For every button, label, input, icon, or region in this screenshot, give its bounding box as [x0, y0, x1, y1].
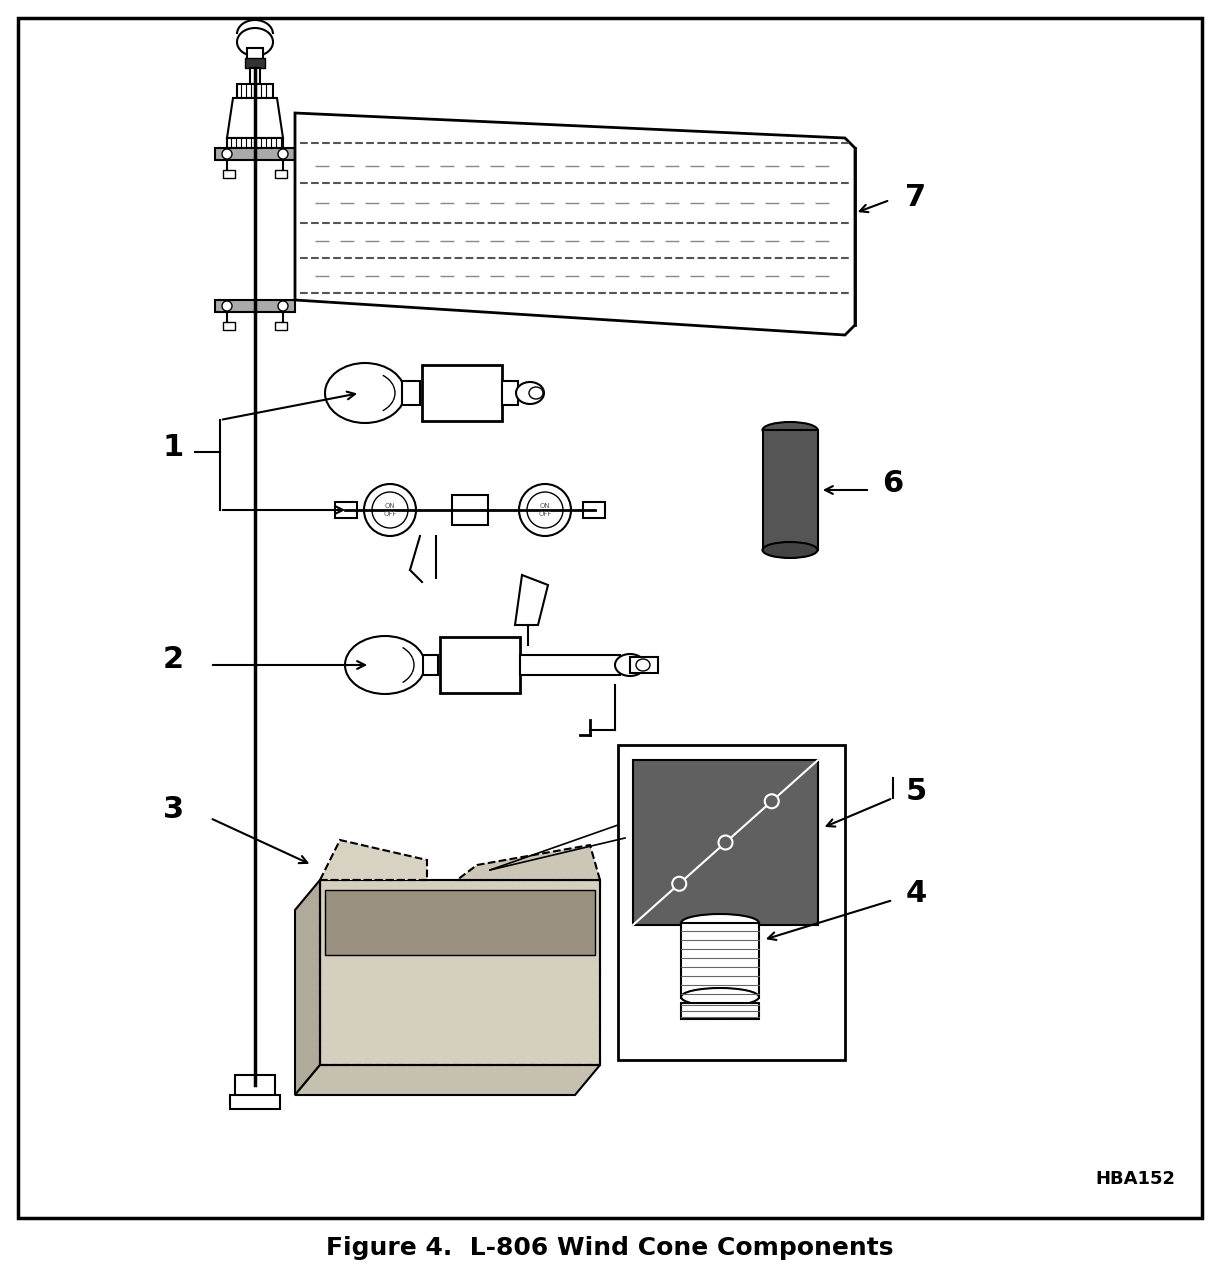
- Ellipse shape: [237, 28, 273, 56]
- Bar: [274, 169, 287, 178]
- Polygon shape: [295, 113, 855, 335]
- Ellipse shape: [762, 541, 817, 558]
- Ellipse shape: [345, 636, 425, 694]
- Text: 1: 1: [163, 432, 184, 461]
- Text: 4: 4: [906, 879, 927, 907]
- Polygon shape: [295, 880, 320, 1094]
- Text: 2: 2: [163, 646, 184, 674]
- Bar: [223, 169, 235, 178]
- Polygon shape: [515, 575, 548, 626]
- Polygon shape: [227, 98, 283, 138]
- Ellipse shape: [325, 363, 405, 423]
- Circle shape: [278, 149, 288, 159]
- Circle shape: [765, 794, 778, 808]
- Text: 6: 6: [882, 469, 903, 498]
- Ellipse shape: [681, 913, 759, 933]
- Text: HBA152: HBA152: [1096, 1170, 1175, 1187]
- Ellipse shape: [681, 1003, 759, 1019]
- Bar: [583, 502, 605, 519]
- Bar: [245, 59, 265, 68]
- Bar: [423, 655, 438, 675]
- Text: ON
OFF: ON OFF: [538, 503, 551, 516]
- Circle shape: [719, 836, 732, 850]
- Bar: [215, 148, 295, 161]
- Bar: [237, 84, 273, 98]
- Bar: [762, 431, 817, 550]
- Bar: [403, 381, 420, 405]
- Bar: [619, 745, 845, 1060]
- Bar: [440, 637, 520, 693]
- Circle shape: [222, 301, 232, 311]
- Bar: [422, 364, 501, 420]
- Circle shape: [372, 492, 407, 527]
- Text: 5: 5: [906, 777, 927, 806]
- Ellipse shape: [529, 387, 543, 399]
- Bar: [246, 48, 264, 60]
- Bar: [235, 1075, 274, 1097]
- Bar: [451, 496, 488, 525]
- Polygon shape: [325, 891, 595, 956]
- Bar: [215, 299, 295, 312]
- Polygon shape: [295, 1065, 600, 1094]
- Bar: [681, 922, 759, 998]
- Circle shape: [222, 149, 232, 159]
- Bar: [250, 68, 260, 84]
- Bar: [231, 1094, 281, 1108]
- Bar: [227, 138, 283, 148]
- Polygon shape: [320, 880, 600, 1065]
- Bar: [633, 761, 817, 925]
- Circle shape: [278, 301, 288, 311]
- Circle shape: [518, 484, 571, 536]
- Text: Figure 4.  L-806 Wind Cone Components: Figure 4. L-806 Wind Cone Components: [326, 1236, 894, 1260]
- Circle shape: [672, 877, 686, 891]
- Bar: [336, 502, 357, 519]
- Ellipse shape: [681, 989, 759, 1006]
- Polygon shape: [458, 845, 600, 880]
- Bar: [223, 322, 235, 330]
- Circle shape: [527, 492, 562, 527]
- Bar: [520, 655, 620, 675]
- Polygon shape: [320, 840, 427, 880]
- Ellipse shape: [516, 382, 544, 404]
- Bar: [501, 381, 518, 405]
- Ellipse shape: [762, 422, 817, 438]
- Ellipse shape: [615, 654, 645, 676]
- Circle shape: [364, 484, 416, 536]
- Ellipse shape: [636, 659, 650, 671]
- Text: ON
OFF: ON OFF: [383, 503, 396, 516]
- Text: 7: 7: [905, 183, 926, 213]
- Bar: [681, 1003, 759, 1019]
- Bar: [274, 322, 287, 330]
- Text: 3: 3: [163, 795, 184, 824]
- Bar: [630, 657, 658, 673]
